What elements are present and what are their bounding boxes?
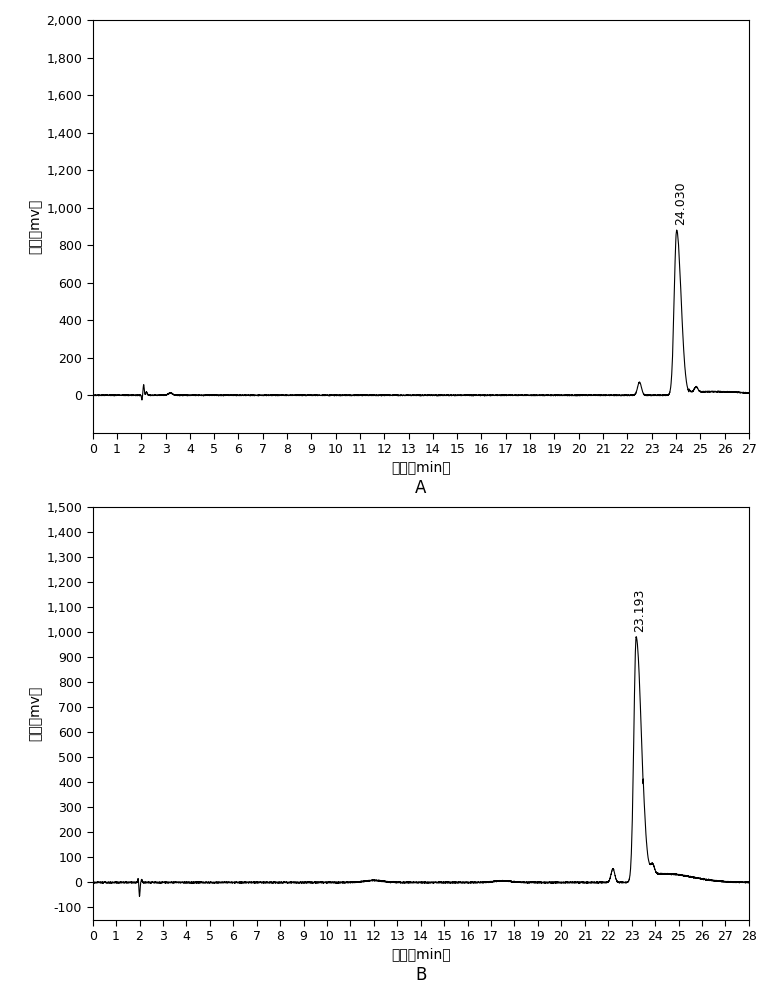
- Text: A: A: [415, 479, 426, 497]
- Y-axis label: 电压（mv）: 电压（mv）: [29, 686, 42, 741]
- Text: B: B: [415, 966, 426, 984]
- Y-axis label: 电压（mv）: 电压（mv）: [29, 199, 42, 254]
- Text: 23.193: 23.193: [633, 589, 646, 632]
- Text: 24.030: 24.030: [674, 181, 687, 225]
- X-axis label: 时间（min）: 时间（min）: [391, 460, 451, 474]
- X-axis label: 时间（min）: 时间（min）: [391, 948, 451, 962]
